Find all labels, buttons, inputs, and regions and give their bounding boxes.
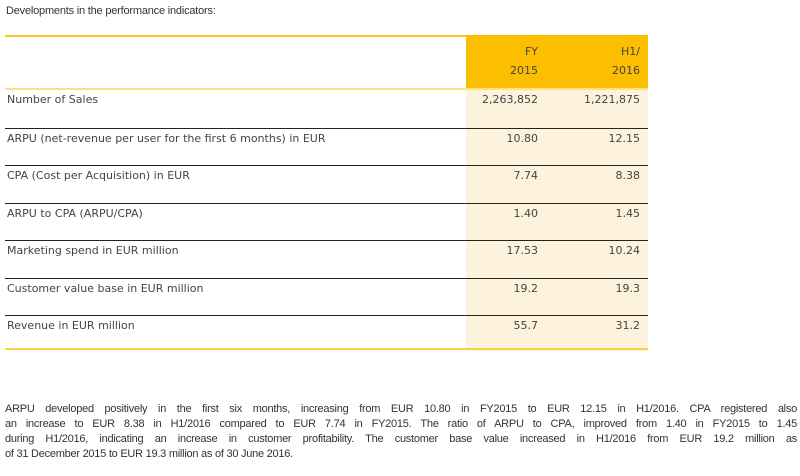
value-h12016: 31.2 [615, 319, 641, 332]
value-fy2015: 1.40 [513, 206, 539, 220]
table-row: ARPU to CPA (ARPU/CPA) 1.40 1.45 [5, 202, 648, 241]
value-fy2015: 10.80 [506, 131, 539, 145]
paragraph-line: an increase to EUR 8.38 in H1/2016 compa… [5, 418, 797, 430]
paragraph-line: ARPU developed positively in the first s… [5, 403, 797, 415]
value-fy2015: 7.74 [513, 169, 539, 182]
row-label: Customer value base in EUR million [7, 281, 204, 295]
value-h12016: 19.3 [615, 281, 641, 295]
row-label: Revenue in EUR million [7, 319, 135, 332]
commentary-paragraph: ARPU developed positively in the first s… [5, 402, 797, 462]
row-label: CPA (Cost per Acquisition) in EUR [7, 169, 190, 182]
table-row: Marketing spend in EUR million 17.53 10.24 [5, 240, 648, 278]
row-label: Number of Sales [7, 93, 99, 106]
value-h12016: 1.45 [615, 206, 641, 220]
value-fy2015: 17.53 [506, 244, 539, 257]
table-row: ARPU (net-revenue per user for the first… [5, 127, 648, 166]
value-fy2015: 2,263,852 [482, 93, 538, 106]
table-row: Number of Sales 2,263,852 1,221,875 [5, 90, 648, 128]
table-bottom-rule [5, 348, 648, 350]
intro-heading: Developments in the performance indicato… [6, 5, 216, 17]
value-h12016: 8.38 [615, 169, 641, 182]
value-h12016: 10.24 [608, 244, 641, 257]
header-divider [5, 88, 648, 90]
column-header-fy2015: FY 2015 [510, 45, 538, 77]
column-header-h12016: H1/ 2016 [612, 45, 640, 77]
header-highlight [466, 35, 648, 88]
table-header: FY 2015 H1/ 2016 [5, 35, 648, 88]
table-row: Revenue in EUR million 55.7 31.2 [5, 315, 648, 353]
value-fy2015: 55.7 [513, 319, 539, 332]
row-label: Marketing spend in EUR million [7, 244, 179, 257]
value-h12016: 12.15 [608, 131, 641, 145]
row-label: ARPU (net-revenue per user for the first… [7, 131, 326, 145]
value-h12016: 1,221,875 [584, 93, 640, 106]
value-fy2015: 19.2 [513, 281, 539, 295]
paragraph-line: during H1/2016, indicating an increase i… [5, 433, 797, 445]
row-label: ARPU to CPA (ARPU/CPA) [7, 206, 143, 220]
table-row: Customer value base in EUR million 19.2 19… [5, 277, 648, 316]
paragraph-line: of 31 December 2015 to EUR 19.3 million … [5, 448, 293, 460]
table-row: CPA (Cost per Acquisition) in EUR 7.74 8.3… [5, 165, 648, 203]
